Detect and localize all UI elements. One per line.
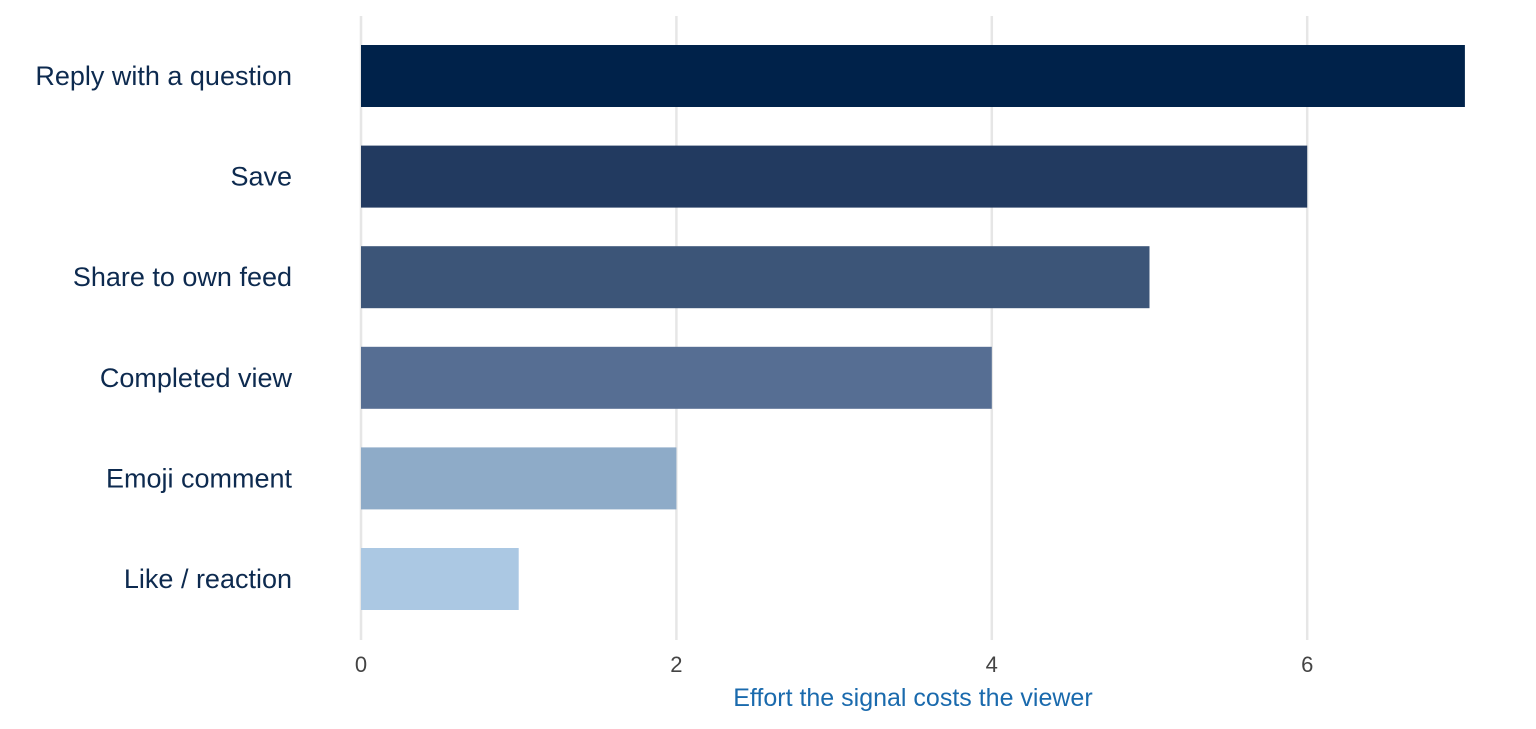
x-tick-0: 0 (355, 652, 367, 677)
bar-4 (361, 346, 992, 409)
bar-5 (361, 447, 677, 510)
bar-6 (361, 548, 519, 610)
bar-3 (361, 246, 1150, 309)
category-label-5: Emoji comment (106, 463, 293, 493)
x-axis-title: Effort the signal costs the viewer (733, 684, 1092, 712)
category-labels: Reply with a question Save Share to own fe… (35, 61, 292, 594)
category-label-2: Save (230, 162, 292, 192)
category-label-1: Reply with a question (35, 61, 292, 91)
bars (361, 45, 1465, 610)
x-tick-6: 6 (1301, 652, 1313, 677)
grid-lines (359, 16, 1309, 640)
bar-2 (361, 145, 1308, 208)
x-tick-4: 4 (986, 652, 998, 677)
category-label-6: Like / reaction (124, 564, 292, 594)
bar-1 (361, 45, 1465, 107)
category-label-4: Completed view (100, 363, 293, 393)
x-tick-labels: 0 2 4 6 (355, 652, 1313, 677)
category-label-3: Share to own feed (73, 262, 292, 292)
x-tick-2: 2 (670, 652, 682, 677)
